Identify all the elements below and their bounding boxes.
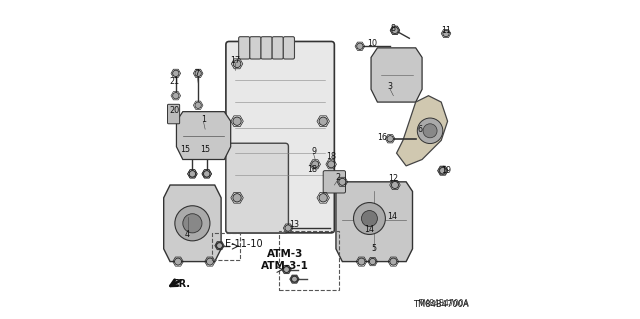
FancyBboxPatch shape: [323, 171, 346, 193]
Circle shape: [387, 136, 394, 142]
Text: 3: 3: [388, 82, 393, 91]
Text: 18: 18: [307, 165, 317, 174]
Circle shape: [233, 60, 241, 68]
Circle shape: [443, 30, 449, 37]
Circle shape: [319, 117, 327, 125]
Text: 14: 14: [364, 225, 374, 234]
Text: 1: 1: [201, 115, 206, 124]
Text: E-11-10: E-11-10: [225, 239, 262, 249]
Circle shape: [189, 171, 196, 177]
Text: 21: 21: [170, 77, 180, 86]
Circle shape: [362, 211, 378, 226]
Circle shape: [392, 27, 398, 33]
Text: 6: 6: [418, 125, 423, 134]
FancyBboxPatch shape: [261, 37, 272, 59]
Text: 16: 16: [377, 133, 387, 142]
Circle shape: [233, 117, 241, 125]
Circle shape: [312, 161, 319, 168]
Text: 13: 13: [289, 220, 300, 229]
Circle shape: [353, 203, 385, 234]
FancyBboxPatch shape: [226, 41, 334, 233]
Circle shape: [392, 27, 398, 33]
FancyBboxPatch shape: [284, 37, 294, 59]
Text: 8: 8: [391, 24, 396, 33]
Text: 15: 15: [180, 145, 191, 154]
Circle shape: [285, 225, 291, 231]
FancyBboxPatch shape: [272, 37, 284, 59]
Circle shape: [189, 171, 196, 177]
Text: 7: 7: [195, 69, 200, 78]
Circle shape: [369, 258, 376, 265]
Polygon shape: [177, 112, 230, 160]
Circle shape: [358, 258, 365, 265]
Circle shape: [356, 43, 363, 49]
Text: 4: 4: [185, 230, 190, 239]
Circle shape: [204, 171, 210, 177]
Polygon shape: [371, 48, 422, 102]
Text: FR.: FR.: [172, 279, 190, 289]
Circle shape: [195, 102, 202, 108]
Text: 12: 12: [388, 174, 399, 183]
FancyBboxPatch shape: [168, 104, 180, 124]
Circle shape: [284, 266, 290, 273]
Circle shape: [328, 161, 335, 168]
Polygon shape: [164, 185, 221, 262]
Text: 20: 20: [170, 106, 180, 115]
Circle shape: [292, 276, 298, 282]
Circle shape: [204, 171, 210, 177]
Text: ATM-3
ATM-3-1: ATM-3 ATM-3-1: [261, 249, 309, 271]
Text: 19: 19: [441, 166, 451, 175]
Text: 5: 5: [372, 244, 377, 253]
Circle shape: [339, 178, 346, 185]
Circle shape: [284, 267, 289, 272]
Circle shape: [291, 276, 298, 282]
Circle shape: [417, 118, 443, 144]
Text: 18: 18: [326, 152, 336, 161]
Text: TM84B4700A: TM84B4700A: [413, 300, 469, 309]
Polygon shape: [336, 182, 413, 262]
Circle shape: [440, 167, 446, 174]
Circle shape: [390, 258, 397, 265]
Circle shape: [423, 124, 437, 138]
Circle shape: [195, 70, 202, 77]
FancyBboxPatch shape: [239, 37, 250, 59]
Circle shape: [392, 182, 399, 189]
FancyBboxPatch shape: [226, 143, 289, 233]
Text: 10: 10: [367, 39, 378, 48]
Text: 15: 15: [200, 145, 210, 154]
Circle shape: [233, 194, 241, 202]
Text: 2: 2: [335, 173, 340, 182]
Text: 11: 11: [441, 26, 451, 35]
Text: 9: 9: [311, 147, 316, 156]
Circle shape: [183, 214, 202, 233]
Circle shape: [207, 258, 214, 265]
Text: 14: 14: [387, 212, 397, 221]
Circle shape: [175, 258, 182, 265]
Circle shape: [175, 206, 210, 241]
Polygon shape: [397, 96, 447, 166]
Circle shape: [439, 167, 446, 174]
Text: TM84B4700A: TM84B4700A: [419, 299, 470, 308]
Circle shape: [319, 194, 327, 202]
Circle shape: [173, 70, 179, 77]
Circle shape: [217, 243, 222, 249]
Circle shape: [216, 242, 223, 249]
Circle shape: [173, 93, 179, 99]
FancyBboxPatch shape: [250, 37, 261, 59]
Text: 17: 17: [230, 56, 241, 65]
